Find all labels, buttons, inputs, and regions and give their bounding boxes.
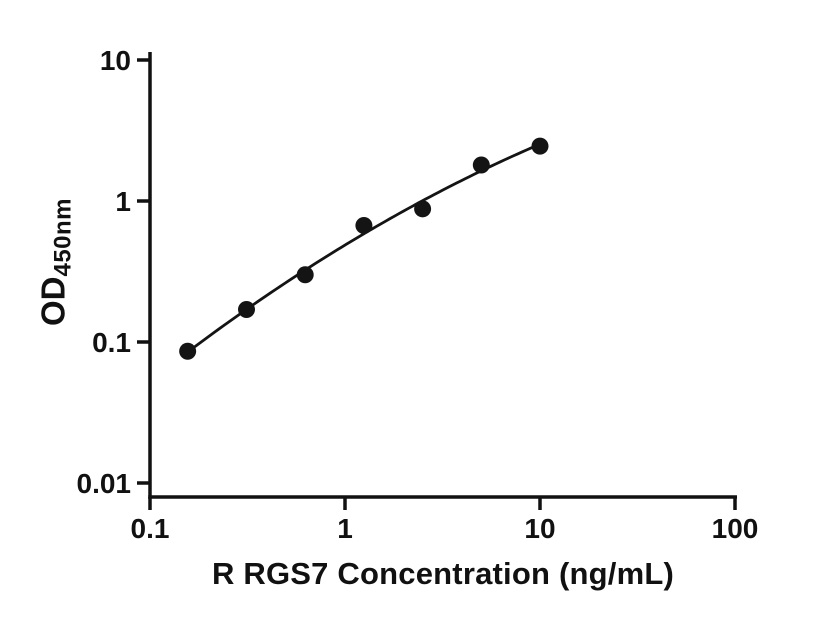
x-axis-title-text: R RGS7 Concentration (ng/mL) — [212, 556, 674, 591]
y-axis-title-subscript: 450nm — [49, 197, 77, 277]
fit-curve — [186, 142, 542, 354]
data-point — [296, 266, 314, 284]
data-point — [531, 137, 549, 155]
y-tick-label: 10 — [100, 45, 131, 76]
y-tick-label: 0.01 — [77, 468, 132, 499]
y-tick-label: 0.1 — [92, 327, 131, 358]
y-tick-label: 1 — [115, 186, 131, 217]
data-point — [472, 156, 490, 174]
y-axis-title-main: OD — [34, 276, 72, 327]
data-point — [414, 200, 432, 218]
y-axis-title: OD450nm — [35, 198, 78, 326]
data-point — [238, 301, 255, 319]
x-tick-label: 100 — [712, 513, 759, 544]
data-point — [355, 217, 373, 235]
data-point — [179, 342, 197, 360]
x-tick-label: 0.1 — [131, 513, 170, 544]
x-axis-title: R RGS7 Concentration (ng/mL) — [212, 556, 674, 592]
x-tick-label: 10 — [524, 513, 555, 544]
x-tick-label: 1 — [337, 513, 353, 544]
